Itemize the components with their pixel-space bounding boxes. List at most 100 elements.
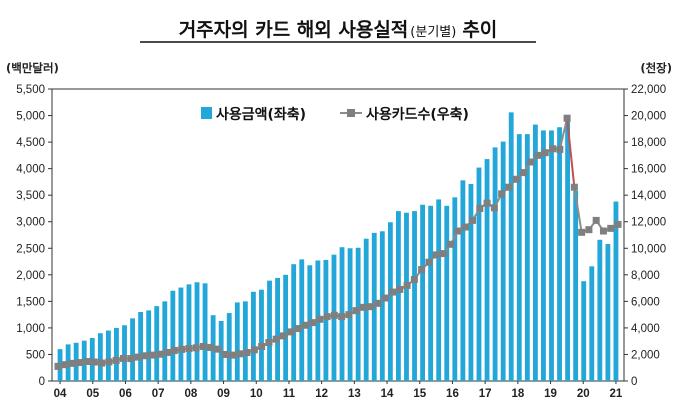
bar-spending xyxy=(202,283,208,381)
plot-frame xyxy=(51,88,625,382)
y-left-tick-label: 4,500 xyxy=(16,137,45,149)
y-right-tick-label: 0 xyxy=(631,376,637,388)
y-right-tick-label: 10,000 xyxy=(631,243,666,255)
card-count-marker xyxy=(425,258,433,266)
bar-spending xyxy=(122,325,127,381)
card-count-marker xyxy=(170,346,178,354)
card-count-marker xyxy=(301,321,309,329)
card-count-marker xyxy=(316,315,324,323)
card-count-marker xyxy=(323,313,331,321)
card-count-marker xyxy=(76,359,84,367)
y-right-tick-label: 20,000 xyxy=(631,111,666,123)
bar-spending xyxy=(484,159,490,381)
y-right-tick-label: 12,000 xyxy=(631,217,666,229)
x-tick-label: 17 xyxy=(479,388,492,400)
card-count-marker xyxy=(599,227,607,235)
bar-spending xyxy=(234,302,240,381)
card-count-marker xyxy=(578,228,586,236)
bar-spending xyxy=(283,274,289,381)
y-left-tick-label: 3,500 xyxy=(16,190,45,202)
bar-spending xyxy=(605,244,611,381)
card-count-marker xyxy=(447,240,455,248)
card-count-drop-segment xyxy=(566,118,576,188)
card-count-marker xyxy=(556,145,564,153)
card-count-marker xyxy=(418,266,426,274)
card-count-marker xyxy=(236,350,244,358)
card-count-marker xyxy=(367,303,375,311)
y-right-tick-label: 18,000 xyxy=(631,137,666,149)
legend-bar-label: 사용금액(좌축) xyxy=(216,106,306,123)
y-right-tick-label: 6,000 xyxy=(631,296,660,308)
card-count-marker xyxy=(592,216,600,224)
card-count-marker xyxy=(483,199,491,207)
bar-spending xyxy=(291,264,297,381)
card-count-marker xyxy=(258,342,266,350)
y-left-tick-label: 1,500 xyxy=(16,296,45,308)
bar-spending xyxy=(460,180,466,381)
bar-spending xyxy=(186,284,192,381)
title-main-text: 거주자의 카드 해외 사용실적 xyxy=(179,19,409,41)
card-count-marker xyxy=(389,288,397,296)
y-left-tick-label: 2,500 xyxy=(16,243,45,255)
card-count-marker xyxy=(229,351,237,359)
card-count-marker xyxy=(90,358,98,366)
bar-spending xyxy=(387,222,393,381)
bar-spending xyxy=(299,259,305,381)
y-left-tick-label: 4,000 xyxy=(16,164,45,176)
card-count-marker xyxy=(279,332,287,340)
card-count-marker xyxy=(309,319,317,327)
bar-spending xyxy=(259,289,264,381)
card-count-marker xyxy=(432,251,440,259)
card-count-marker xyxy=(381,294,389,302)
title-suffix-text: (분기별) xyxy=(410,25,456,40)
bar-spending xyxy=(138,311,144,381)
x-tick-label: 09 xyxy=(217,388,230,400)
y-left-tick-label: 1,000 xyxy=(16,323,45,335)
bar-spending xyxy=(154,306,160,381)
bar-spending xyxy=(242,301,248,381)
card-count-marker xyxy=(454,227,462,235)
card-count-marker xyxy=(570,183,578,191)
bar-spending xyxy=(412,211,417,381)
bar-spending xyxy=(532,124,538,381)
x-tick-label: 21 xyxy=(610,388,623,400)
x-tick-label: 19 xyxy=(544,388,557,400)
x-tick-label: 07 xyxy=(152,388,165,400)
bar-spending xyxy=(524,134,530,381)
card-count-marker xyxy=(163,348,171,356)
y-left-tick-label: 5,500 xyxy=(16,84,45,96)
y-left-tick-label: 5,000 xyxy=(16,111,45,123)
card-count-marker xyxy=(207,343,215,351)
plot-area: 05001,0001,5002,0002,5003,0003,5004,0004… xyxy=(16,84,666,400)
bar-spending xyxy=(267,280,272,381)
bar-spending xyxy=(452,197,458,381)
card-count-marker xyxy=(54,362,62,370)
card-count-marker xyxy=(250,346,258,354)
card-count-marker xyxy=(396,285,404,293)
card-count-marker xyxy=(498,190,506,198)
y-left-tick-label: 3,000 xyxy=(16,217,45,229)
bar-spending xyxy=(275,278,280,381)
card-count-marker xyxy=(149,351,157,359)
bar-spending xyxy=(476,167,482,381)
card-count-marker xyxy=(265,339,273,347)
y-right-tick-label: 2,000 xyxy=(631,349,660,361)
chart-title: 거주자의 카드 해외 사용실적 (분기별) 추이 xyxy=(179,19,498,41)
bar-spending xyxy=(573,190,579,381)
x-tick-label: 04 xyxy=(54,388,67,400)
bar-spending xyxy=(436,199,442,381)
card-count-marker xyxy=(69,359,77,367)
x-tick-label: 15 xyxy=(413,388,426,400)
card-count-marker xyxy=(519,169,527,177)
bar-spending xyxy=(613,201,619,381)
y-left-tick-label: 2,000 xyxy=(16,270,45,282)
bar-spending xyxy=(420,204,426,381)
card-count-marker xyxy=(178,345,186,353)
card-count-marker xyxy=(156,350,164,358)
bar-spending xyxy=(516,134,522,381)
card-count-marker xyxy=(287,328,295,336)
card-count-marker xyxy=(410,275,418,283)
card-count-marker xyxy=(134,353,142,361)
card-count-marker xyxy=(221,350,229,358)
card-count-marker xyxy=(549,145,557,153)
